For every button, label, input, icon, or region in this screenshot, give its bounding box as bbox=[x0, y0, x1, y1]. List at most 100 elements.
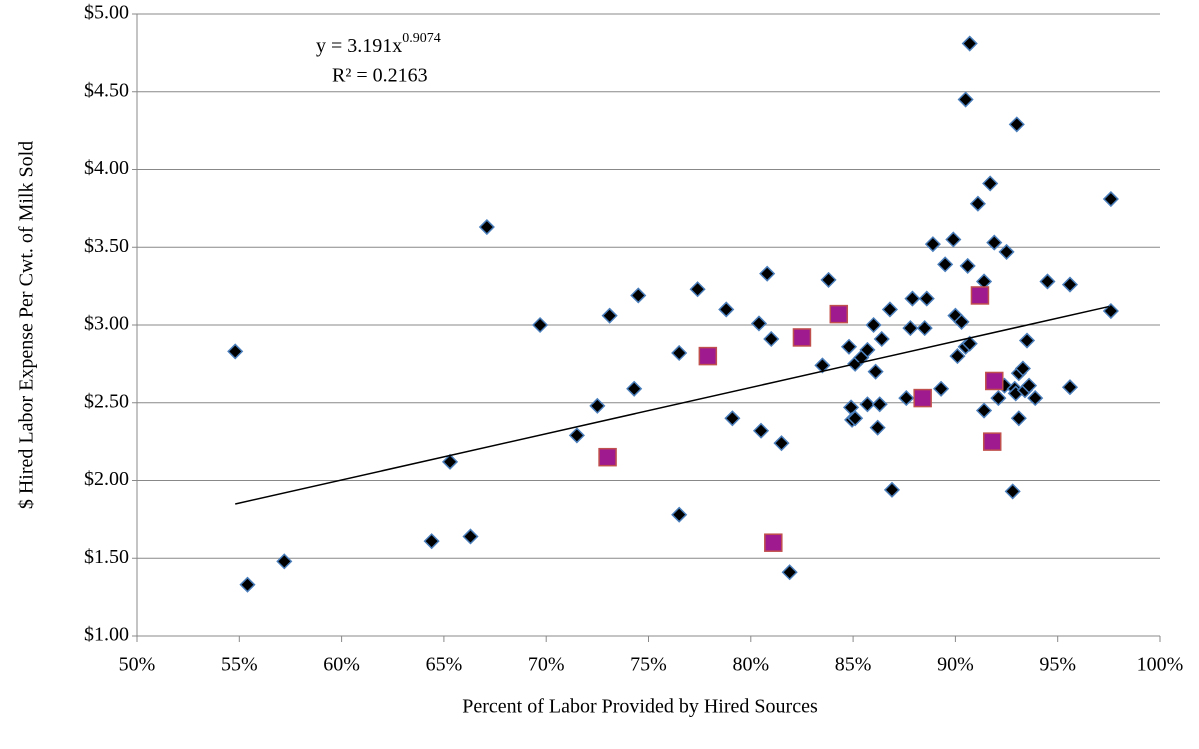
diamond-point bbox=[975, 402, 993, 419]
x-tick-label: 50% bbox=[119, 654, 156, 676]
diamond-point bbox=[949, 348, 966, 365]
x-tick-label: 100% bbox=[1137, 654, 1184, 676]
diamond-point bbox=[902, 320, 919, 337]
diamond-point bbox=[961, 335, 978, 352]
y-tick-label: $1.00 bbox=[84, 624, 129, 646]
diamond-point bbox=[953, 313, 970, 330]
equation-exponent: 0.9074 bbox=[402, 31, 441, 46]
y-tick-label: $3.50 bbox=[84, 235, 129, 257]
diamond-point bbox=[945, 231, 962, 248]
y-tick-label: $3.00 bbox=[84, 313, 129, 335]
x-tick-label: 70% bbox=[528, 654, 565, 676]
x-tick-label: 85% bbox=[835, 654, 872, 676]
diamond-point bbox=[998, 243, 1015, 260]
diamond-point bbox=[865, 316, 882, 334]
diamond-point bbox=[462, 528, 479, 545]
diamond-point bbox=[924, 236, 941, 253]
diamond-point bbox=[986, 234, 1003, 251]
diamond-point bbox=[933, 380, 950, 397]
square-point bbox=[985, 371, 1004, 391]
y-tick-label: $4.50 bbox=[84, 79, 129, 101]
trendline bbox=[235, 305, 1110, 505]
diamond-point bbox=[881, 301, 898, 318]
x-tick-label: 55% bbox=[221, 654, 258, 676]
square-point bbox=[829, 304, 849, 324]
diamond-point bbox=[239, 576, 256, 593]
x-tick-label: 60% bbox=[323, 654, 360, 676]
diamond-point bbox=[626, 380, 643, 397]
square-point bbox=[913, 388, 932, 408]
equation-base: y = 3.191x bbox=[316, 35, 402, 57]
square-point bbox=[764, 533, 783, 552]
diamond-point bbox=[869, 419, 886, 436]
diamond-point bbox=[724, 410, 741, 427]
equation: y = 3.191x0.9074 bbox=[316, 31, 441, 56]
y-tick-label: $2.00 bbox=[84, 468, 129, 490]
diamond-point bbox=[568, 427, 585, 444]
square-point bbox=[970, 286, 990, 305]
diamond-point bbox=[873, 330, 890, 348]
x-tick-label: 95% bbox=[1039, 654, 1076, 676]
diamond-point bbox=[630, 287, 647, 304]
diamond-point bbox=[820, 271, 837, 288]
square-point bbox=[982, 432, 1002, 451]
diamond-point bbox=[883, 481, 901, 498]
diamond-point bbox=[990, 390, 1007, 407]
diamond-point bbox=[847, 410, 864, 427]
diamond-point bbox=[1061, 276, 1079, 293]
diamond-point bbox=[718, 301, 735, 318]
diamond-point bbox=[969, 195, 986, 212]
diamond-point bbox=[898, 390, 915, 407]
diamond-point bbox=[916, 320, 933, 337]
diamond-point bbox=[773, 435, 790, 452]
square-point bbox=[698, 346, 718, 366]
y-tick-label: $1.50 bbox=[84, 546, 129, 568]
diamond-point bbox=[1004, 483, 1021, 500]
diamond-point bbox=[1020, 377, 1038, 394]
diamond-point bbox=[227, 343, 244, 360]
x-tick-label: 80% bbox=[732, 654, 769, 676]
diamond-point bbox=[1010, 410, 1027, 427]
diamond-point bbox=[532, 316, 549, 334]
diamond-point bbox=[982, 175, 999, 192]
diamond-point bbox=[1014, 360, 1031, 377]
diamond-point bbox=[589, 397, 606, 414]
diamond-point bbox=[937, 256, 954, 273]
diamond-point bbox=[859, 396, 876, 413]
diamond-point bbox=[750, 315, 768, 332]
diamond-point bbox=[689, 281, 706, 298]
diamond-point bbox=[1008, 116, 1025, 133]
diamond-point bbox=[1018, 332, 1036, 349]
x-tick-label: 90% bbox=[937, 654, 974, 676]
diamond-point bbox=[840, 338, 858, 355]
diamond-point bbox=[752, 422, 770, 439]
diamond-point bbox=[671, 506, 688, 523]
diamond-point bbox=[918, 290, 935, 307]
y-axis-label: $ Hired Labor Expense Per Cwt. of Milk S… bbox=[16, 141, 38, 509]
diamond-point bbox=[478, 218, 495, 236]
diamond-point bbox=[957, 91, 974, 108]
x-tick-label: 75% bbox=[630, 654, 667, 676]
diamond-point bbox=[867, 363, 884, 380]
square-point bbox=[598, 447, 617, 467]
r-squared: R² = 0.2163 bbox=[332, 65, 428, 87]
diamond-point bbox=[1102, 190, 1119, 208]
diamond-point bbox=[759, 265, 776, 282]
diamond-point bbox=[961, 35, 978, 52]
diamond-point bbox=[601, 307, 618, 324]
diamond-point bbox=[276, 553, 293, 570]
y-tick-label: $2.50 bbox=[84, 390, 129, 412]
y-tick-label: $5.00 bbox=[84, 2, 129, 24]
square-point bbox=[792, 328, 812, 347]
diamond-point bbox=[781, 564, 798, 581]
diamond-point bbox=[763, 330, 780, 348]
diamond-point bbox=[1039, 273, 1056, 290]
diamond-point bbox=[814, 357, 831, 374]
diamond-point bbox=[904, 290, 921, 307]
x-tick-label: 65% bbox=[426, 654, 463, 676]
diamond-point bbox=[441, 453, 459, 470]
diamond-point bbox=[1061, 379, 1079, 396]
diamond-point bbox=[423, 533, 440, 550]
